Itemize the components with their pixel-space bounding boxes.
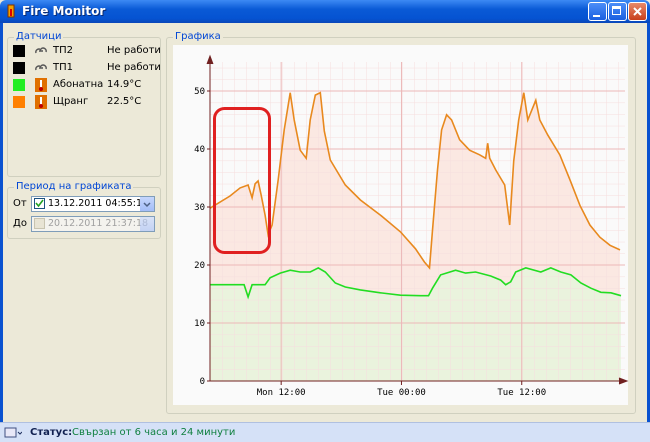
y-tick-label: 20 bbox=[194, 261, 205, 271]
maximize-button[interactable] bbox=[608, 2, 627, 21]
chart-group: Графика bbox=[166, 31, 636, 414]
frame bbox=[647, 23, 650, 442]
close-button[interactable] bbox=[628, 2, 647, 21]
sensor-row: Щранг 22.5°C bbox=[13, 95, 158, 110]
to-label: До bbox=[13, 218, 27, 229]
from-date[interactable]: 13.12.2011 04:55:10 bbox=[31, 196, 155, 212]
sensor-row: ТП1 Не работи bbox=[13, 62, 161, 76]
x-tick-label: Tue 00:00 bbox=[377, 388, 426, 398]
sensor-icon bbox=[35, 64, 47, 71]
close-icon bbox=[633, 7, 642, 16]
title-bar: Fire Monitor bbox=[0, 0, 650, 23]
x-tick-label: Tue 12:00 bbox=[497, 388, 546, 398]
y-tick-label: 10 bbox=[194, 319, 205, 329]
to-date[interactable]: 20.12.2011 21:37:18 bbox=[31, 216, 155, 232]
window-title: Fire Monitor bbox=[22, 4, 106, 18]
checkbox[interactable] bbox=[34, 198, 45, 209]
from-label: От bbox=[13, 198, 27, 209]
sensor-icon bbox=[35, 47, 47, 54]
sensors-group: Датчици ТП2 Не работи ТП1 Не работи Абонатна… bbox=[7, 31, 161, 177]
sensor-value: 22.5°C bbox=[107, 96, 142, 107]
sensor-icon bbox=[35, 78, 47, 92]
check-mark bbox=[35, 199, 44, 208]
color-swatch bbox=[13, 79, 25, 91]
y-tick-label: 30 bbox=[194, 203, 205, 213]
thermo-bulb bbox=[39, 87, 43, 91]
status-text: Свързан от 6 часа и 24 минути bbox=[72, 427, 236, 438]
status-icon bbox=[4, 427, 22, 438]
group-title: Датчици bbox=[14, 31, 64, 42]
group-title: Графика bbox=[173, 31, 223, 42]
sensor-value: 14.9°C bbox=[107, 79, 142, 90]
dropdown-button[interactable] bbox=[140, 197, 154, 211]
dropdown-button bbox=[140, 217, 154, 231]
minor-grid bbox=[210, 62, 625, 381]
sensor-value: Не работи bbox=[107, 62, 161, 73]
sensor-name: Щранг bbox=[53, 96, 89, 107]
link-icon bbox=[35, 64, 47, 71]
color-swatch bbox=[13, 96, 25, 108]
y-axis bbox=[206, 54, 214, 381]
group-title: Период на графиката bbox=[14, 181, 134, 192]
color-swatch bbox=[13, 45, 25, 57]
status-label: Статус: bbox=[30, 427, 73, 438]
status-bar: Статус: Свързан от 6 часа и 24 минути bbox=[0, 422, 650, 442]
sensor-name: ТП2 bbox=[53, 45, 73, 56]
checkbox bbox=[34, 218, 45, 229]
series-line bbox=[210, 266, 622, 300]
thermo bbox=[40, 97, 42, 106]
sensor-value: Не работи bbox=[107, 45, 161, 56]
minimize-button[interactable] bbox=[588, 2, 607, 21]
sensor-row: ТП2 Не работи bbox=[13, 45, 161, 59]
x-axis bbox=[210, 377, 629, 385]
thermo bbox=[40, 80, 42, 89]
y-tick-label: 0 bbox=[200, 377, 205, 387]
arrow bbox=[143, 202, 151, 208]
frame bbox=[0, 23, 3, 442]
link-icon bbox=[35, 47, 47, 54]
y-tick-label: 50 bbox=[194, 87, 205, 97]
sensor-icon bbox=[35, 95, 47, 109]
thermo-bulb bbox=[39, 104, 43, 108]
highlight-box bbox=[213, 107, 271, 254]
date-text: 13.12.2011 04:55:10 bbox=[48, 198, 149, 209]
app-icon bbox=[7, 4, 15, 18]
period-group: Период на графиката От 13.12.2011 04:55:… bbox=[7, 181, 161, 239]
sensor-row: Абонатна 14.9°C bbox=[13, 78, 158, 93]
x-tick-label: Mon 12:00 bbox=[257, 388, 306, 398]
sensor-name: ТП1 bbox=[53, 62, 73, 73]
date-text: 20.12.2011 21:37:18 bbox=[48, 218, 149, 229]
y-tick-label: 40 bbox=[194, 145, 205, 155]
color-swatch bbox=[13, 62, 25, 74]
sensor-name: Абонатна bbox=[53, 79, 104, 90]
